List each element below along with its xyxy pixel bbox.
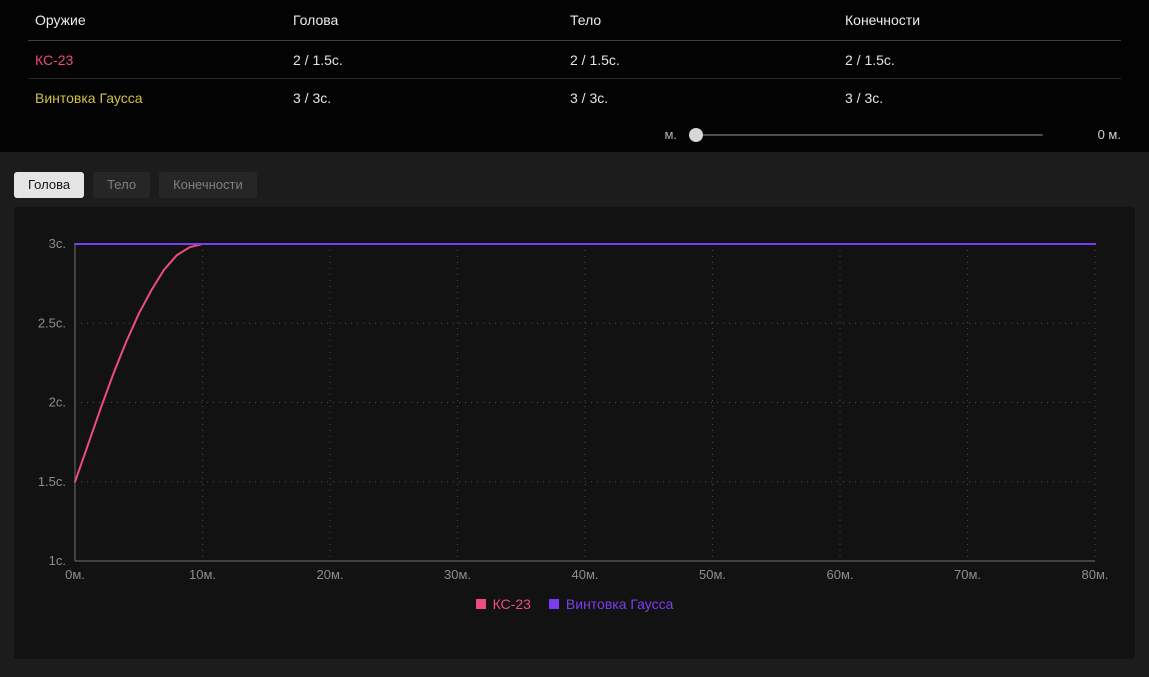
body-part-tabs: Голова Тело Конечности [14,172,1149,198]
weapon-name-gauss[interactable]: Винтовка Гаусса [35,90,143,106]
distance-slider-row: м. 0 м. [28,117,1121,152]
tab-body[interactable]: Тело [93,172,151,198]
y-tick-label: 2с. [49,395,66,410]
tab-limbs[interactable]: Конечности [159,172,257,198]
slider-label: м. [664,127,677,142]
legend-swatch-gauss [548,599,559,609]
x-tick-label: 0м. [65,567,85,582]
weapons-table-section: Оружие Голова Тело Конечности КС-23 2 / … [0,0,1149,152]
table-row: Винтовка Гаусса 3 / 3с. 3 / 3с. 3 / 3с. [28,79,1121,117]
x-tick-label: 10м. [189,567,216,582]
tab-head[interactable]: Голова [14,172,85,198]
slider-handle[interactable] [689,127,703,142]
slider-value: 0 м. [1097,127,1121,142]
x-tick-label: 60м. [826,567,853,582]
cell-head-value: 3 / 3с. [293,90,332,106]
y-tick-label: 1.5с. [38,474,66,489]
legend-swatch-ks23 [475,599,486,609]
series-line-0 [74,243,1096,483]
col-header-limbs: Конечности [845,12,921,28]
col-header-head: Голова [293,12,339,28]
legend-label-gauss: Винтовка Гаусса [565,596,674,612]
x-tick-label: 70м. [954,567,981,582]
cell-body-value: 2 / 1.5с. [570,51,620,68]
x-tick-label: 50м. [699,567,726,582]
weapon-name-ks23[interactable]: КС-23 [35,51,74,68]
col-header-body: Тело [570,12,602,28]
legend-item-gauss[interactable]: Винтовка Гаусса [548,596,674,612]
y-tick-label: 2.5с. [38,315,66,330]
legend-label-ks23: КС-23 [492,596,531,612]
table-row: КС-23 2 / 1.5с. 2 / 1.5с. 2 / 1.5с. [28,41,1121,79]
x-tick-label: 80м. [1081,567,1108,582]
ttk-line-chart: 1с. 1.5с. 2с. 2.5с. 3с. 0м. 10м. 20м. 30м. 40м. 50… [38,236,1109,582]
chart-panel: 1с. 1.5с. 2с. 2.5с. 3с. 0м. 10м. 20м. 30м. 40м. 50… [14,207,1135,659]
x-tick-label: 30м. [444,567,471,582]
cell-head-value: 2 / 1.5с. [293,51,343,68]
y-tick-label: 3с. [49,236,66,251]
distance-slider[interactable] [689,127,1043,142]
table-header-row: Оружие Голова Тело Конечности [28,0,1121,41]
legend-item-ks23[interactable]: КС-23 [475,596,531,612]
col-header-weapon: Оружие [35,12,86,28]
x-tick-label: 40м. [571,567,598,582]
cell-limbs-value: 2 / 1.5с. [845,51,895,68]
cell-limbs-value: 3 / 3с. [845,90,884,106]
cell-body-value: 3 / 3с. [570,90,609,106]
chart-legend: КС-23 Винтовка Гаусса [14,596,1135,612]
x-tick-label: 20м. [316,567,343,582]
y-tick-label: 1с. [49,553,66,568]
